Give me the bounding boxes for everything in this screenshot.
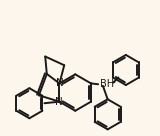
- Text: N: N: [56, 78, 64, 88]
- Text: N: N: [55, 98, 63, 107]
- Text: -: -: [112, 77, 115, 87]
- Text: BH: BH: [100, 79, 114, 89]
